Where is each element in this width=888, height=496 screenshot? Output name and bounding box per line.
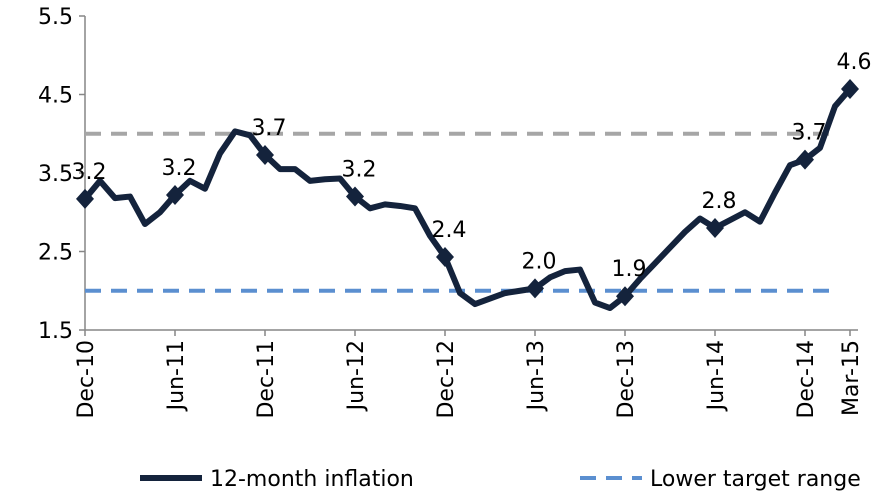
data-label: 1.9 (612, 257, 647, 282)
x-tick-label: Dec-13 (614, 340, 639, 419)
series-line (82, 87, 853, 312)
x-tick-label: Jun-12 (344, 340, 369, 412)
legend-label: Lower target range (650, 467, 861, 492)
point-marker (436, 246, 454, 267)
x-tick-label: Dec-12 (434, 340, 459, 419)
data-label: 2.0 (522, 249, 557, 274)
point-marker (841, 79, 859, 100)
data-label: 3.2 (342, 158, 377, 183)
point-marker (616, 286, 634, 307)
x-tick-label: Jun-14 (704, 340, 729, 412)
x-tick-label: Dec-10 (74, 340, 99, 419)
y-tick-label: 5.5 (38, 5, 73, 30)
x-tick-label: Dec-14 (794, 340, 819, 419)
data-label: 2.4 (432, 218, 467, 243)
data-label: 3.2 (72, 160, 107, 185)
x-tick-label: Jun-11 (164, 340, 189, 412)
point-marker (526, 278, 544, 299)
legend-label: 12-month inflation (210, 467, 414, 492)
x-tick-label: Dec-11 (254, 340, 279, 419)
point-marker (706, 217, 724, 238)
data-label: 3.7 (792, 121, 827, 146)
y-tick-label: 1.5 (38, 319, 73, 344)
y-tick-label: 2.5 (38, 241, 73, 266)
point-marker (166, 184, 184, 205)
data-label: 2.8 (702, 189, 737, 214)
x-tick-label: Mar-15 (839, 340, 864, 416)
point-marker (76, 188, 94, 209)
data-label: 3.7 (252, 116, 287, 141)
y-tick-label: 3.5 (38, 162, 73, 187)
data-label: 3.2 (162, 156, 197, 181)
x-tick-label: Jun-13 (524, 340, 549, 412)
point-marker (796, 149, 814, 170)
point-marker (346, 186, 364, 207)
data-label: 4.6 (837, 50, 872, 75)
y-tick-label: 4.5 (38, 84, 73, 109)
point-marker (256, 144, 274, 165)
